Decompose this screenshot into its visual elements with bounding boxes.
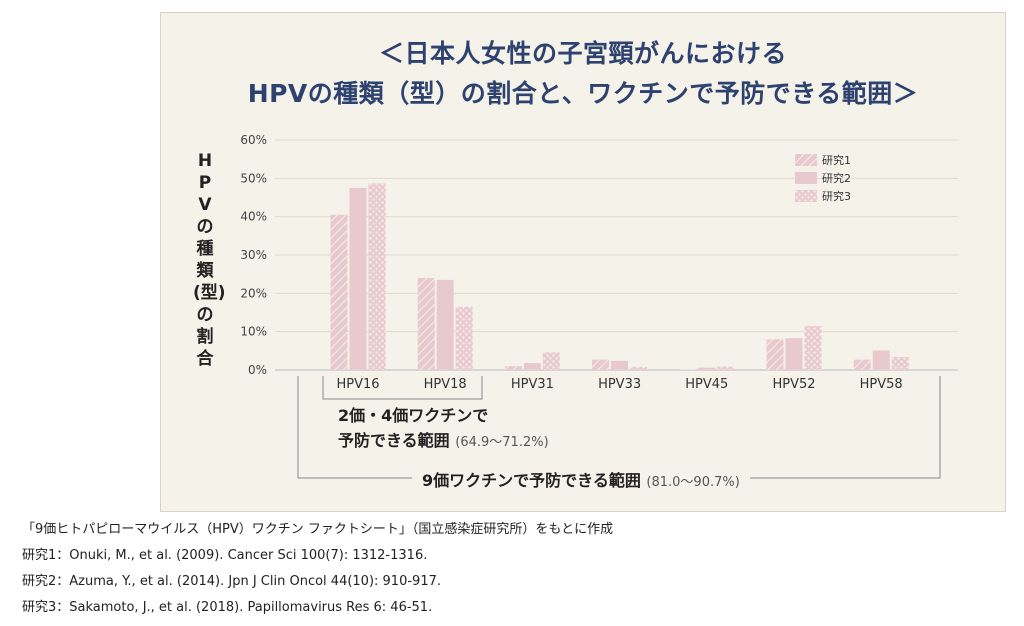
legend-item-study2: 研究2	[795, 170, 851, 186]
x-tick-label: HPV52	[772, 377, 815, 392]
nonavalent-range-value: (81.0〜90.7%)	[646, 475, 740, 490]
bar-hpv16-series1	[330, 214, 348, 370]
bar-hpv52-series1	[766, 339, 784, 370]
grid: 0% 10% 20% 30% 40% 50% 60%	[240, 133, 958, 377]
bivalent-range-value: (64.9〜71.2%)	[455, 435, 549, 450]
bar-hpv52-series3	[804, 325, 822, 370]
legend-swatch-diagonal	[795, 154, 817, 166]
bar-hpv18-series2	[436, 279, 454, 370]
bar-hpv31-series2	[523, 363, 541, 370]
y-tick-label: 10%	[240, 325, 267, 339]
bar-hpv18-series1	[417, 278, 435, 370]
bar-hpv18-series3	[455, 306, 473, 370]
legend-swatch-dots	[795, 190, 817, 202]
bar-hpv58-series3	[891, 356, 909, 370]
reference-study1: 研究1：Onuki, M., et al. (2009). Cancer Sci…	[22, 548, 428, 563]
x-tick-label: HPV16	[336, 377, 379, 392]
x-tick-label: HPV31	[511, 377, 554, 392]
bivalent-range-annotation: 2価・4価ワクチンで 予防できる範囲 (64.9〜71.2%)	[338, 403, 549, 455]
bivalent-bracket	[322, 376, 483, 400]
nonavalent-range-label: 9価ワクチンで予防できる範囲	[422, 471, 641, 490]
legend: 研究1 研究2 研究3	[795, 152, 851, 206]
bar-hpv58-series2	[872, 350, 890, 370]
y-tick-label: 30%	[240, 248, 267, 262]
y-tick-label: 0%	[248, 363, 267, 377]
nonavalent-range-annotation: 9価ワクチンで予防できる範囲 (81.0〜90.7%)	[412, 467, 750, 491]
y-tick-label: 20%	[240, 286, 267, 300]
bar-hpv52-series2	[785, 338, 803, 370]
bar-hpv16-series3	[368, 183, 386, 370]
x-tick-label: HPV58	[860, 377, 903, 392]
x-tick-label: HPV18	[424, 377, 467, 392]
bar-hpv33-series3	[630, 366, 648, 370]
x-tick-label: HPV33	[598, 377, 641, 392]
chart-title-line1: ＜日本人女性の子宮頸がんにおける	[378, 39, 787, 68]
bivalent-range-line2: 予防できる範囲	[338, 431, 450, 450]
chart-panel	[160, 12, 1006, 512]
x-tick-labels: HPV16 HPV18 HPV31 HPV33 HPV45 HPV52 HPV58	[336, 377, 902, 392]
chart-title-line2: HPVの種類（型）の割合と、ワクチンで予防できる範囲＞	[247, 79, 919, 108]
y-axis-label: HPVの種類(型)の割合	[193, 151, 226, 369]
bar-hpv58-series1	[853, 359, 871, 370]
legend-item-study1: 研究1	[795, 152, 851, 168]
legend-label: 研究3	[822, 190, 851, 203]
source-note: 「9価ヒトパピローマウイルス（HPV）ワクチン ファクトシート」（国立感染症研究…	[22, 522, 614, 537]
reference-study3: 研究3：Sakamoto, J., et al. (2018). Papillo…	[22, 600, 433, 615]
bar-hpv16-series2	[349, 187, 367, 370]
bar-hpv45-series3	[717, 366, 735, 370]
bar-hpv33-series1	[592, 359, 610, 370]
bar-hpv33-series2	[611, 360, 629, 370]
bar-hpv31-series3	[542, 352, 560, 370]
y-tick-label: 50%	[240, 171, 267, 185]
reference-study2: 研究2：Azuma, Y., et al. (2014). Jpn J Clin…	[22, 574, 441, 589]
bar-hpv31-series1	[504, 366, 522, 370]
legend-item-study3: 研究3	[795, 188, 851, 204]
legend-swatch-solid	[795, 172, 817, 184]
y-tick-label: 40%	[240, 210, 267, 224]
x-tick-label: HPV45	[685, 377, 728, 392]
legend-label: 研究1	[822, 154, 851, 167]
y-tick-label: 60%	[240, 133, 267, 147]
bar-hpv45-series2	[698, 367, 716, 370]
bivalent-range-line1: 2価・4価ワクチンで	[338, 406, 489, 425]
bars	[330, 183, 909, 370]
legend-label: 研究2	[822, 172, 851, 185]
